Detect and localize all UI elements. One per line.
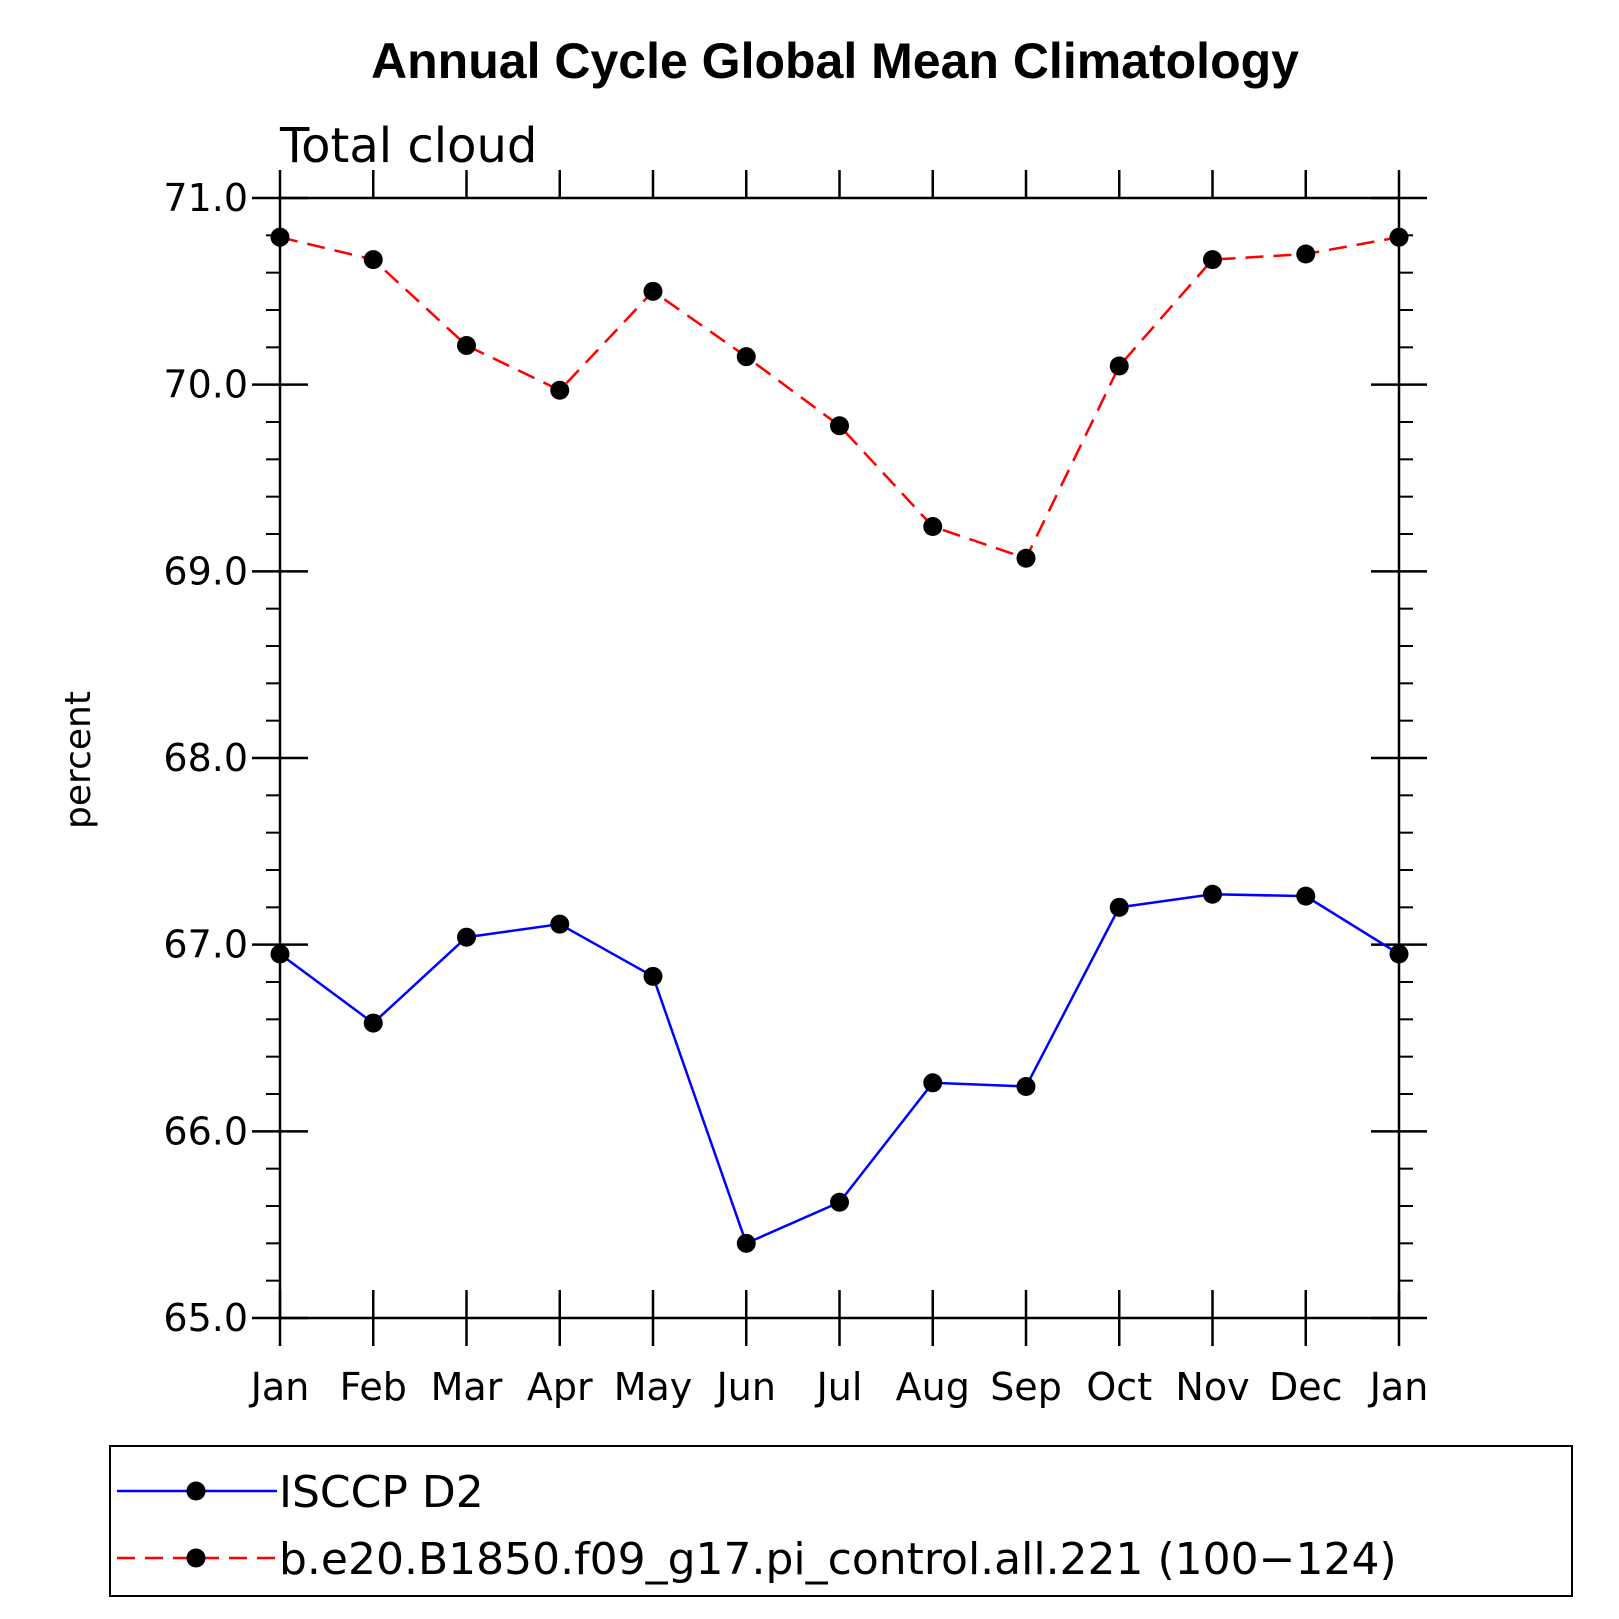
x-tick-label: Feb bbox=[340, 1365, 407, 1409]
legend-label: b.e20.B1850.f09_g17.pi_control.all.221 (… bbox=[279, 1534, 1397, 1585]
data-point bbox=[1203, 884, 1222, 904]
legend: ISCCP D2 b.e20.B1850.f09_g17.pi_control.a… bbox=[109, 1445, 1573, 1597]
x-tick-label: Dec bbox=[1269, 1365, 1343, 1409]
data-point bbox=[550, 380, 570, 400]
y-tick-label: 71.0 bbox=[163, 176, 248, 220]
x-tick-label: Jan bbox=[1368, 1365, 1429, 1409]
legend-items: ISCCP D2 b.e20.B1850.f09_g17.pi_control.a… bbox=[117, 1467, 1397, 1585]
y-axis-label: percent bbox=[58, 691, 99, 829]
y-tick-label: 65.0 bbox=[163, 1296, 248, 1340]
legend-item-2: b.e20.B1850.f09_g17.pi_control.all.221 (… bbox=[117, 1534, 1397, 1585]
data-point bbox=[1203, 250, 1222, 270]
series-line bbox=[279, 893, 1400, 1246]
data-point bbox=[1296, 886, 1316, 906]
data-point bbox=[550, 914, 570, 934]
chart-subtitle: Total cloud bbox=[279, 118, 537, 174]
data-point bbox=[457, 927, 476, 947]
y-tick-label: 67.0 bbox=[163, 923, 248, 967]
legend-item-1: ISCCP D2 bbox=[117, 1467, 484, 1518]
legend-box bbox=[109, 1445, 1573, 1597]
data-point bbox=[643, 281, 663, 301]
x-tick-label: Sep bbox=[990, 1365, 1062, 1409]
data-point bbox=[923, 1073, 943, 1093]
data-point bbox=[830, 1192, 849, 1212]
x-tick-label: Nov bbox=[1175, 1365, 1249, 1409]
data-point bbox=[830, 416, 849, 436]
data-point bbox=[1296, 244, 1316, 264]
x-tick-label: Apr bbox=[527, 1365, 593, 1409]
legend-marker bbox=[186, 1548, 206, 1568]
data-point bbox=[363, 250, 383, 270]
tick-labels: Jan Feb Mar Apr May Jun Jul Aug Sep Oct Nov Dec Jan6… bbox=[163, 176, 1428, 1409]
series-layer bbox=[270, 227, 1409, 1253]
y-tick-label: 66.0 bbox=[163, 1109, 248, 1153]
series-1 bbox=[270, 884, 1409, 1253]
y-tick-label: 70.0 bbox=[163, 363, 248, 407]
x-tick-label: Jun bbox=[715, 1365, 776, 1409]
data-point bbox=[1016, 1077, 1036, 1097]
series-2 bbox=[270, 227, 1409, 568]
data-point bbox=[736, 1233, 756, 1253]
axis-ticks bbox=[252, 170, 1427, 1346]
data-point bbox=[923, 517, 943, 537]
chart-title: Annual Cycle Global Mean Climatology bbox=[371, 33, 1299, 89]
x-tick-label: May bbox=[614, 1365, 693, 1409]
data-point bbox=[1016, 548, 1036, 568]
y-tick-label: 68.0 bbox=[163, 736, 248, 780]
x-tick-label: Jan bbox=[249, 1365, 310, 1409]
data-point bbox=[1109, 356, 1129, 376]
x-tick-label: Jul bbox=[815, 1365, 863, 1409]
x-tick-label: Oct bbox=[1086, 1365, 1152, 1409]
legend-marker bbox=[186, 1481, 206, 1501]
data-point bbox=[363, 1013, 383, 1033]
data-point bbox=[736, 347, 756, 367]
data-point bbox=[643, 966, 663, 986]
data-point bbox=[1109, 897, 1129, 917]
y-tick-label: 69.0 bbox=[163, 549, 248, 593]
data-point bbox=[457, 335, 476, 355]
legend-label: ISCCP D2 bbox=[279, 1467, 484, 1518]
plot-frame bbox=[278, 196, 1401, 1320]
series-line bbox=[279, 235, 1400, 560]
x-tick-label: Mar bbox=[431, 1365, 503, 1409]
x-tick-label: Aug bbox=[896, 1365, 970, 1409]
